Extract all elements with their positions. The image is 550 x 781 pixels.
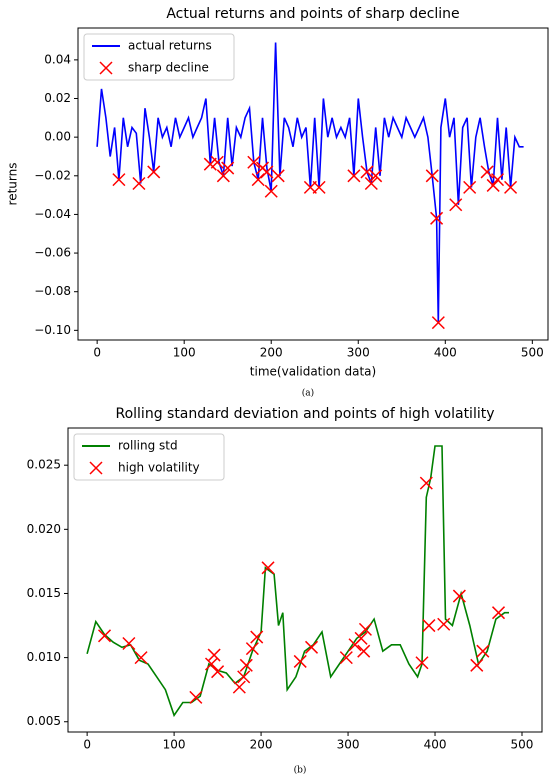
legend-label: rolling std: [118, 439, 178, 453]
y-tick-label: −0.06: [34, 246, 71, 260]
marker: [247, 155, 261, 169]
y-axis-label: returns: [6, 163, 20, 206]
marker: [431, 316, 445, 330]
marker: [476, 644, 490, 658]
marker: [210, 155, 224, 169]
x-tick-label: 300: [337, 738, 360, 752]
marker: [216, 169, 230, 183]
legend-box: [73, 433, 225, 481]
marker: [239, 658, 253, 672]
marker: [357, 644, 371, 658]
y-tick-label: 0.04: [44, 52, 71, 66]
x-tick-label: 200: [260, 346, 283, 360]
y-tick-label: 0.020: [27, 522, 61, 536]
legend-marker: [89, 461, 103, 475]
marker: [207, 648, 221, 662]
marker: [486, 178, 500, 192]
x-tick-label: 100: [163, 738, 186, 752]
marker: [232, 680, 246, 694]
marker: [504, 180, 518, 194]
chart: Actual returns and points of sharp decli…: [6, 6, 549, 399]
marker: [304, 640, 319, 654]
marker: [470, 658, 484, 672]
marker: [260, 165, 274, 179]
axes-frame: [67, 427, 543, 733]
legend-label: actual returns: [128, 39, 212, 53]
marker: [449, 198, 463, 212]
marker: [132, 176, 146, 191]
marker: [312, 180, 326, 194]
marker: [422, 619, 436, 633]
marker: [480, 165, 494, 179]
x-tick-label: 500: [511, 738, 534, 752]
chart: Rolling standard deviation and points of…: [27, 406, 543, 776]
legend-label: sharp decline: [128, 61, 209, 75]
marker: [364, 176, 378, 191]
marker: [245, 642, 259, 656]
marker: [415, 656, 429, 670]
marker: [134, 651, 148, 665]
marker: [211, 665, 225, 679]
y-tick-label: −0.04: [34, 207, 71, 221]
x-axis-label: time(validation data): [250, 365, 376, 379]
x-tick-label: 400: [434, 346, 457, 360]
marker: [147, 165, 161, 179]
x-tick-label: 500: [521, 346, 544, 360]
line: [96, 42, 524, 323]
marker: [452, 589, 466, 603]
marker: [339, 651, 353, 665]
marker: [347, 169, 361, 183]
caption: (b): [294, 765, 307, 776]
marker: [358, 622, 372, 636]
caption: (a): [302, 388, 314, 399]
marker: [237, 670, 251, 684]
marker: [261, 561, 275, 575]
x-tick-label: 400: [424, 738, 447, 752]
y-tick-label: 0.025: [27, 458, 61, 472]
x-tick-label: 0: [83, 738, 91, 752]
chart-title: Rolling standard deviation and points of…: [115, 406, 494, 422]
y-tick-label: 0.00: [44, 130, 71, 144]
marker: [264, 184, 278, 198]
marker: [430, 211, 444, 225]
x-tick-label: 0: [93, 346, 101, 360]
marker: [360, 165, 374, 179]
marker: [221, 161, 235, 175]
marker: [112, 173, 126, 187]
y-tick-label: −0.10: [34, 323, 71, 337]
y-tick-label: −0.02: [34, 168, 71, 182]
legend-marker: [99, 61, 113, 75]
marker: [425, 169, 439, 183]
legend-box: [83, 33, 235, 81]
legend-label: high volatility: [118, 461, 200, 475]
x-tick-label: 300: [347, 346, 370, 360]
marker: [463, 180, 477, 194]
marker: [491, 606, 506, 620]
marker: [437, 617, 451, 631]
y-tick-label: 0.005: [27, 714, 61, 728]
y-tick-label: 0.010: [27, 650, 61, 664]
y-tick-label: 0.015: [27, 586, 61, 600]
x-tick-label: 100: [173, 346, 196, 360]
marker: [122, 636, 136, 651]
marker: [271, 169, 285, 183]
marker: [97, 629, 112, 643]
y-tick-label: −0.08: [34, 284, 71, 298]
axes-frame: [77, 27, 549, 341]
marker: [419, 476, 433, 490]
marker: [250, 630, 264, 644]
marker: [293, 654, 307, 668]
marker: [490, 173, 505, 187]
marker: [369, 169, 383, 183]
x-tick-label: 200: [250, 738, 273, 752]
marker: [204, 657, 219, 671]
marker: [189, 690, 203, 704]
marker: [354, 631, 368, 645]
y-tick-label: 0.02: [44, 91, 71, 105]
line: [86, 445, 509, 718]
chart-title: Actual returns and points of sharp decli…: [166, 6, 459, 22]
